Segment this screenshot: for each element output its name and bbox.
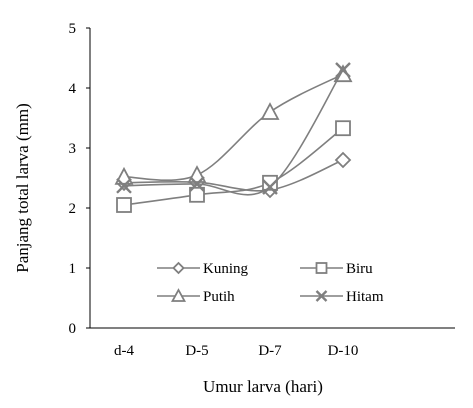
- y-tick-label: 0: [69, 321, 77, 337]
- triangle-marker: [260, 102, 280, 120]
- series-biru: [116, 120, 351, 213]
- y-tick-label: 2: [69, 201, 77, 217]
- x-tick-label: d-4: [114, 343, 134, 359]
- legend-label-biru: Biru: [346, 261, 373, 277]
- legend-item-kuning: Kuning: [157, 261, 249, 277]
- square-marker: [335, 120, 351, 137]
- y-axis-title: Panjang total larva (mm): [13, 103, 32, 272]
- series-line-kuning: [123, 159, 344, 192]
- x-marker-stroke: [116, 177, 132, 194]
- series-putih: [114, 64, 353, 185]
- y-tick-label: 3: [69, 141, 77, 157]
- series-hitam: [116, 62, 351, 196]
- square-marker: [189, 186, 205, 203]
- square-marker: [262, 174, 278, 191]
- x-marker: [335, 62, 351, 78]
- legend: Kuning Biru Putih Hitam: [157, 261, 384, 305]
- legend-item-putih: Putih: [157, 288, 235, 305]
- x-marker: [262, 179, 278, 195]
- x-tick-labels: d-4 D-5 D-7 D-10: [114, 343, 358, 359]
- x-tick-label: D-7: [258, 343, 282, 359]
- legend-item-hitam: Hitam: [300, 289, 384, 305]
- x-marker-stroke: [315, 290, 328, 302]
- diamond-marker: [172, 261, 185, 275]
- square-marker: [315, 262, 328, 274]
- y-tick-labels: 0 1 2 3 4 5: [69, 21, 77, 337]
- y-tick-label: 1: [69, 261, 77, 277]
- square-marker: [116, 197, 132, 213]
- series-line-biru: [123, 127, 344, 206]
- triangle-marker: [114, 166, 134, 185]
- series-line-hitam: [123, 69, 344, 196]
- x-tick-label: D-10: [328, 343, 359, 359]
- legend-item-biru: Biru: [300, 261, 373, 277]
- series-group: [114, 62, 353, 213]
- legend-label-kuning: Kuning: [203, 261, 249, 277]
- axes: [86, 27, 455, 329]
- x-marker-stroke: [262, 179, 278, 195]
- series-kuning: [115, 151, 352, 199]
- x-marker-stroke: [335, 62, 351, 78]
- diamond-marker: [334, 151, 352, 169]
- triangle-marker: [170, 288, 187, 302]
- series-line-putih: [123, 73, 344, 181]
- x-marker: [315, 290, 328, 302]
- legend-label-putih: Putih: [203, 289, 235, 305]
- x-marker: [116, 177, 132, 194]
- x-axis-title: Umur larva (hari): [203, 377, 323, 396]
- y-tick-label: 5: [69, 21, 77, 37]
- y-tick-label: 4: [69, 81, 77, 97]
- x-tick-label: D-5: [185, 343, 208, 359]
- x-marker: [189, 176, 205, 192]
- x-marker-stroke: [189, 176, 205, 192]
- triangle-marker: [187, 165, 207, 183]
- legend-label-hitam: Hitam: [346, 289, 384, 305]
